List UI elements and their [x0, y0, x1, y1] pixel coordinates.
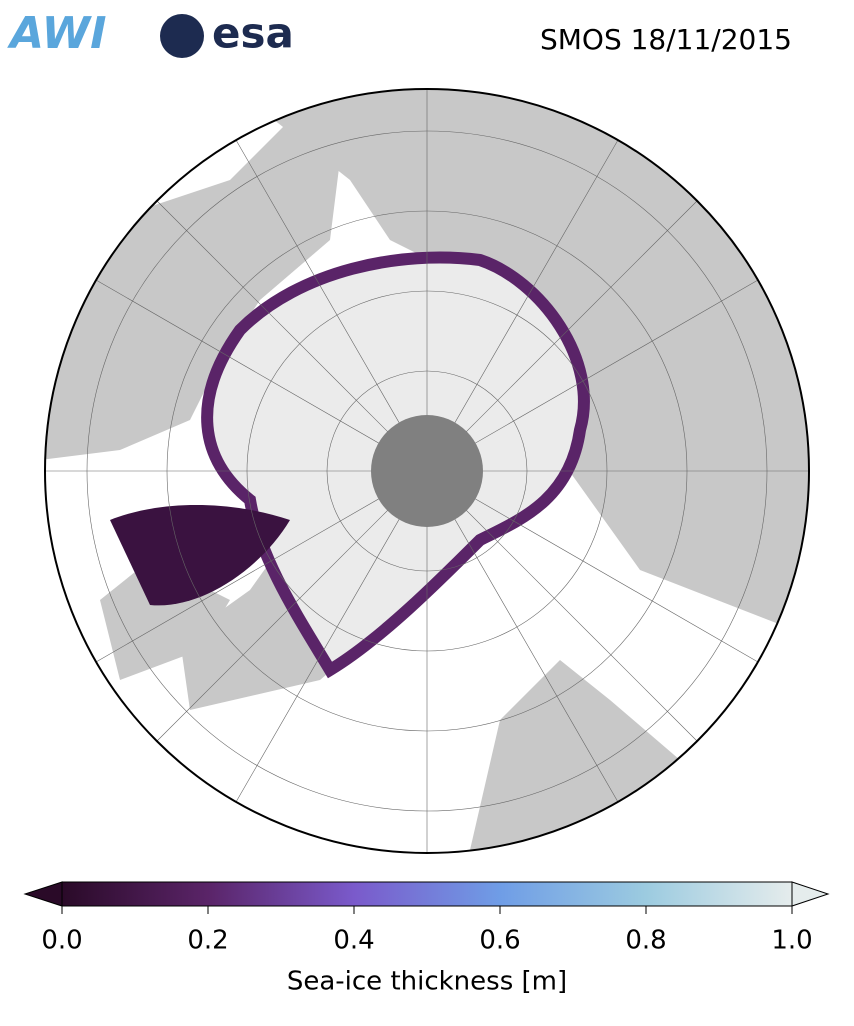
- colorbar-tick-label: 0.4: [333, 926, 374, 956]
- map-title: SMOS 18/11/2015: [540, 23, 792, 56]
- colorbar-tick-label: 0.8: [625, 926, 666, 956]
- esa-emblem: [160, 14, 204, 58]
- map: [45, 89, 809, 853]
- esa-logo: esa: [212, 9, 294, 58]
- colorbar-tick-label: 0.6: [479, 926, 520, 956]
- colorbar-label: Sea-ice thickness [m]: [287, 967, 567, 997]
- colorbar-tick-label: 0.2: [187, 926, 228, 956]
- colorbar-gradient: [61, 881, 793, 907]
- colorbar-tick-label: 0.0: [41, 926, 82, 956]
- pole-hole: [371, 415, 483, 527]
- map-border: [44, 88, 810, 854]
- land-north: [45, 120, 340, 460]
- land-scandinavia: [470, 660, 680, 853]
- colorbar-tick-label: 1.0: [771, 926, 812, 956]
- awi-logo: AWI: [7, 8, 107, 59]
- hudson-ice: [110, 505, 290, 606]
- colorbar: [23, 881, 830, 914]
- colorbar-extend-high: [791, 881, 830, 907]
- colorbar-extend-low: [23, 881, 63, 907]
